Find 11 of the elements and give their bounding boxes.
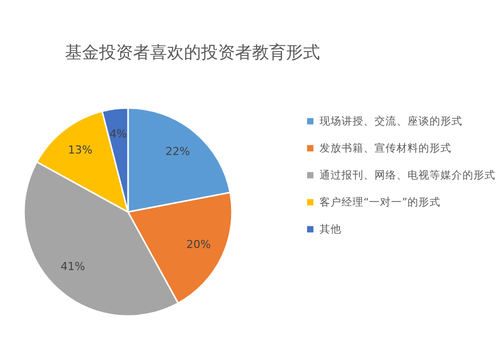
- legend-label: 发放书籍、宣传材料的形式: [320, 141, 452, 154]
- data-label: 41%: [60, 260, 86, 274]
- legend-label: 通过报刊、网络、电视等媒介的形式: [320, 168, 496, 182]
- data-label: 20%: [186, 238, 211, 252]
- chart-title: 基金投资者喜欢的投资者教育形式: [65, 43, 320, 63]
- data-label: 22%: [165, 144, 190, 158]
- data-label: 4%: [109, 128, 127, 141]
- data-label: 13%: [68, 143, 92, 156]
- legend-label: 现场讲授、交流、座谈的形式: [320, 114, 462, 128]
- legend-label: 其他: [320, 222, 342, 236]
- legend-label: 客户经理“一对一”的形式: [320, 195, 440, 208]
